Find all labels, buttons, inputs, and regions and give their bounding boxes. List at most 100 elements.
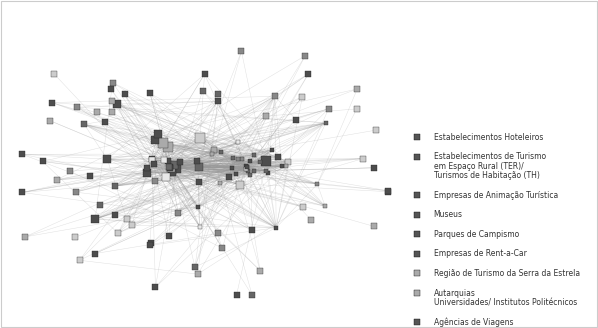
Point — [147, 156, 157, 161]
Point — [93, 110, 102, 115]
Point — [261, 159, 271, 164]
Point — [412, 290, 422, 296]
Point — [145, 243, 154, 248]
Point — [145, 91, 155, 96]
Point — [248, 293, 257, 298]
Point — [241, 166, 251, 172]
Point — [267, 147, 277, 153]
Point — [237, 49, 246, 54]
Point — [370, 165, 379, 171]
Point — [85, 173, 94, 178]
Point — [154, 131, 163, 136]
Point — [66, 169, 75, 174]
Point — [112, 101, 121, 107]
Point — [50, 72, 59, 77]
Point — [237, 156, 246, 162]
Point — [108, 80, 117, 85]
Point — [261, 168, 271, 174]
Text: Estabelecimentos Hoteleiros: Estabelecimentos Hoteleiros — [434, 133, 543, 142]
Point — [264, 170, 273, 175]
Text: Museus: Museus — [434, 211, 463, 219]
Point — [216, 180, 225, 185]
Point — [225, 174, 234, 179]
Point — [235, 182, 245, 187]
Point — [151, 137, 160, 143]
Point — [233, 156, 242, 161]
Point — [245, 172, 255, 177]
Point — [249, 169, 258, 174]
Point — [193, 158, 202, 163]
Point — [17, 152, 27, 157]
Point — [213, 92, 223, 97]
Text: Estabelecimentos de Turismo: Estabelecimentos de Turismo — [434, 153, 546, 161]
Point — [167, 165, 177, 171]
Point — [110, 183, 120, 189]
Point — [194, 164, 204, 170]
Point — [173, 210, 183, 215]
Point — [100, 119, 110, 124]
Text: Região de Turismo da Serra da Estrela: Região de Turismo da Serra da Estrela — [434, 269, 580, 278]
Point — [80, 122, 89, 127]
Point — [72, 105, 82, 110]
Point — [324, 106, 333, 112]
Point — [218, 246, 227, 251]
Point — [96, 202, 105, 208]
Point — [111, 212, 120, 217]
Point — [412, 271, 422, 276]
Point — [164, 145, 173, 150]
Point — [75, 258, 84, 263]
Point — [127, 222, 136, 228]
Point — [352, 106, 362, 112]
Point — [209, 147, 219, 153]
Point — [304, 71, 313, 76]
Point — [150, 178, 160, 184]
Point — [190, 265, 200, 270]
Point — [71, 235, 80, 240]
Point — [291, 117, 301, 122]
Point — [165, 164, 175, 170]
Point — [208, 151, 217, 156]
Point — [142, 170, 152, 175]
Point — [148, 158, 157, 163]
Text: em Espaço Rural (TER)/: em Espaço Rural (TER)/ — [434, 162, 523, 171]
Text: Universidades/ Institutos Politécnicos: Universidades/ Institutos Politécnicos — [434, 298, 577, 307]
Point — [172, 166, 181, 171]
Point — [52, 177, 62, 182]
Point — [213, 231, 223, 236]
Point — [306, 217, 316, 223]
Point — [255, 268, 265, 273]
Text: Parques de Campismo: Parques de Campismo — [434, 230, 519, 239]
Point — [71, 190, 80, 195]
Text: Agências de Viagens: Agências de Viagens — [434, 317, 513, 327]
Point — [164, 234, 173, 239]
Point — [271, 225, 281, 230]
Point — [106, 87, 116, 92]
Point — [167, 169, 176, 174]
Point — [47, 100, 57, 105]
Point — [412, 154, 422, 159]
Point — [243, 164, 252, 170]
Point — [246, 159, 255, 164]
Point — [412, 251, 422, 256]
Point — [107, 99, 117, 104]
Point — [261, 113, 271, 119]
Point — [164, 164, 174, 169]
Point — [282, 164, 291, 169]
Point — [300, 53, 310, 58]
Text: Empresas de Rent-a-Car: Empresas de Rent-a-Car — [434, 250, 527, 258]
Point — [242, 165, 252, 170]
Point — [193, 204, 203, 210]
Point — [298, 94, 307, 99]
Point — [38, 159, 47, 164]
Point — [90, 251, 100, 256]
Point — [163, 158, 173, 164]
Point — [412, 232, 422, 237]
Point — [216, 149, 226, 154]
Point — [151, 285, 160, 290]
Point — [160, 157, 169, 163]
Point — [249, 152, 259, 157]
Point — [227, 165, 237, 171]
Point — [158, 141, 168, 146]
Point — [412, 212, 422, 217]
Point — [383, 188, 393, 194]
